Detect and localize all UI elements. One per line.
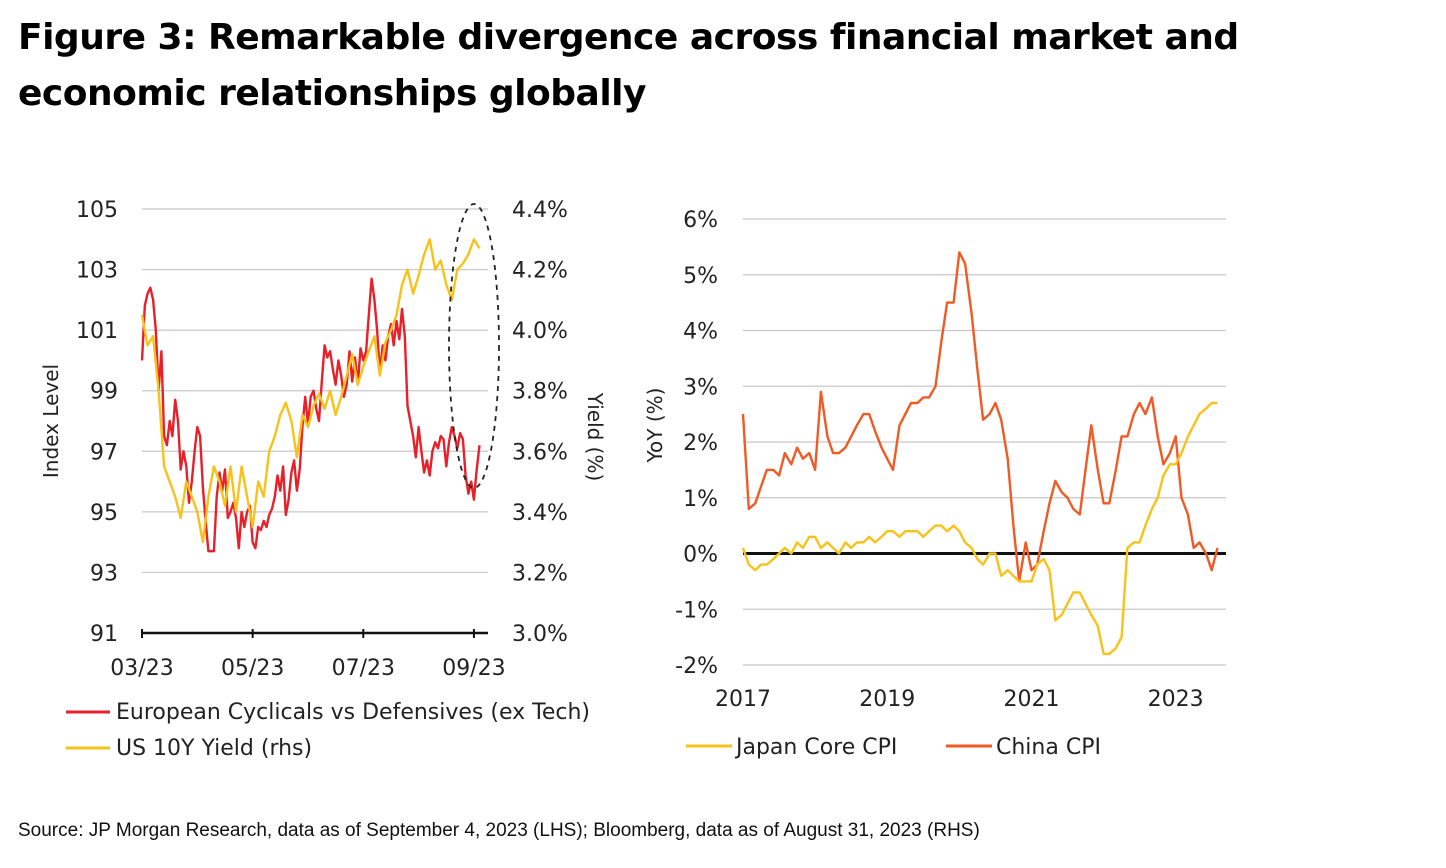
left-y-tick-label: 103 — [76, 259, 118, 284]
right-chart: 6% 5% 4% 3% 2% 1% 0% -1% -2% 2017 2019 2021 2023 YoY … — [643, 208, 1226, 760]
right-y-tick-label: 1% — [683, 487, 718, 512]
left-y2-tick-label: 3.6% — [512, 440, 568, 465]
left-y2-tick-label: 3.8% — [512, 380, 568, 405]
left-y2-tick-label: 4.2% — [512, 259, 568, 284]
right-y-tick-label: 2% — [683, 431, 718, 456]
left-y-tick-label: 105 — [76, 198, 118, 223]
left-y-tick-label: 93 — [90, 561, 118, 586]
left-y2-tick-label: 3.4% — [512, 501, 568, 526]
right-y-tick-label: 3% — [683, 375, 718, 400]
left-chart: 105 4.4% 103 4.2% 101 4.0% 99 3.8% 97 3.6% 95 3.4% 9… — [39, 198, 607, 761]
left-y2-tick-label: 3.2% — [512, 561, 568, 586]
right-y-tick-label: 4% — [683, 320, 718, 345]
right-x-tick-label: 2017 — [715, 687, 771, 712]
right-x-tick-label: 2023 — [1148, 687, 1204, 712]
left-y2-tick-label: 4.4% — [512, 198, 568, 223]
right-y-axis-title: YoY (%) — [643, 388, 667, 464]
left-x-tick-label: 03/23 — [110, 656, 173, 681]
legend-label-japan-core-cpi: Japan Core CPI — [734, 735, 897, 760]
series-line-us-10y-yield — [140, 238, 481, 544]
left-y2-axis-title: Yield (%) — [583, 392, 607, 482]
left-y-tick-label: 101 — [76, 319, 118, 344]
legend-label-european-cyclicals: European Cyclicals vs Defensives (ex Tec… — [116, 700, 590, 725]
figure-title: Figure 3: Remarkable divergence across f… — [18, 17, 1239, 114]
left-y2-tick-label: 4.0% — [512, 319, 568, 344]
series-line-japan-core-cpi — [741, 401, 1218, 656]
legend-label-china-cpi: China CPI — [996, 735, 1101, 760]
right-y-tick-label: -2% — [675, 654, 718, 679]
source-note: Source: JP Morgan Research, data as of S… — [18, 820, 980, 841]
divergence-highlight-ellipse — [448, 203, 500, 489]
right-x-tick-label: 2019 — [859, 687, 915, 712]
right-y-tick-label: 5% — [683, 264, 718, 289]
right-y-tick-label: -1% — [675, 598, 718, 623]
legend-label-us-10y-yield: US 10Y Yield (rhs) — [116, 736, 312, 761]
right-x-tick-label: 2021 — [1003, 687, 1059, 712]
left-y-tick-label: 91 — [90, 622, 118, 647]
left-x-tick-label: 05/23 — [221, 656, 284, 681]
left-y-tick-label: 95 — [90, 501, 118, 526]
left-y2-tick-label: 3.0% — [512, 622, 568, 647]
right-y-tick-label: 0% — [683, 543, 718, 568]
series-line-china-cpi — [741, 251, 1219, 583]
left-x-tick-label: 09/23 — [442, 656, 505, 681]
left-y-tick-label: 97 — [90, 440, 118, 465]
series-line-european-cyclicals — [140, 277, 481, 553]
right-y-tick-label: 6% — [683, 208, 718, 233]
left-y-tick-label: 99 — [90, 380, 118, 405]
left-x-tick-label: 07/23 — [332, 656, 395, 681]
left-y-axis-title: Index Level — [39, 364, 63, 478]
